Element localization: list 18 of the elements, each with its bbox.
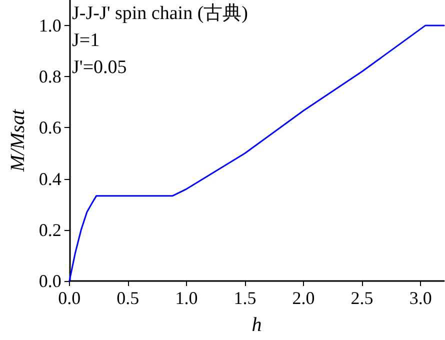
x-tick-label: 0.5 bbox=[116, 288, 140, 308]
y-tick-label: 0.6 bbox=[38, 118, 62, 138]
y-tick-label: 0.4 bbox=[38, 168, 62, 189]
y-axis-title: M/Msat bbox=[7, 108, 29, 173]
annotation: J'=0.05 bbox=[72, 57, 127, 78]
x-tick-label: 2.5 bbox=[350, 288, 374, 308]
x-tick-label: 0.0 bbox=[58, 288, 81, 308]
chart-title: J-J-J' spin chain (古典) bbox=[72, 3, 248, 24]
y-tick-label: 0.2 bbox=[38, 220, 62, 240]
y-tick-label: 0.8 bbox=[38, 66, 62, 87]
x-tick-label: 3.0 bbox=[409, 288, 432, 308]
x-tick-label: 2.0 bbox=[292, 288, 315, 308]
annotation: J=1 bbox=[72, 30, 100, 51]
x-tick-label: 1.5 bbox=[234, 288, 256, 308]
y-tick-label: 1.0 bbox=[38, 16, 62, 36]
x-axis-title: h bbox=[252, 314, 262, 336]
x-tick-label: 1.0 bbox=[175, 288, 198, 308]
y-tick-label: 0.0 bbox=[38, 271, 62, 291]
